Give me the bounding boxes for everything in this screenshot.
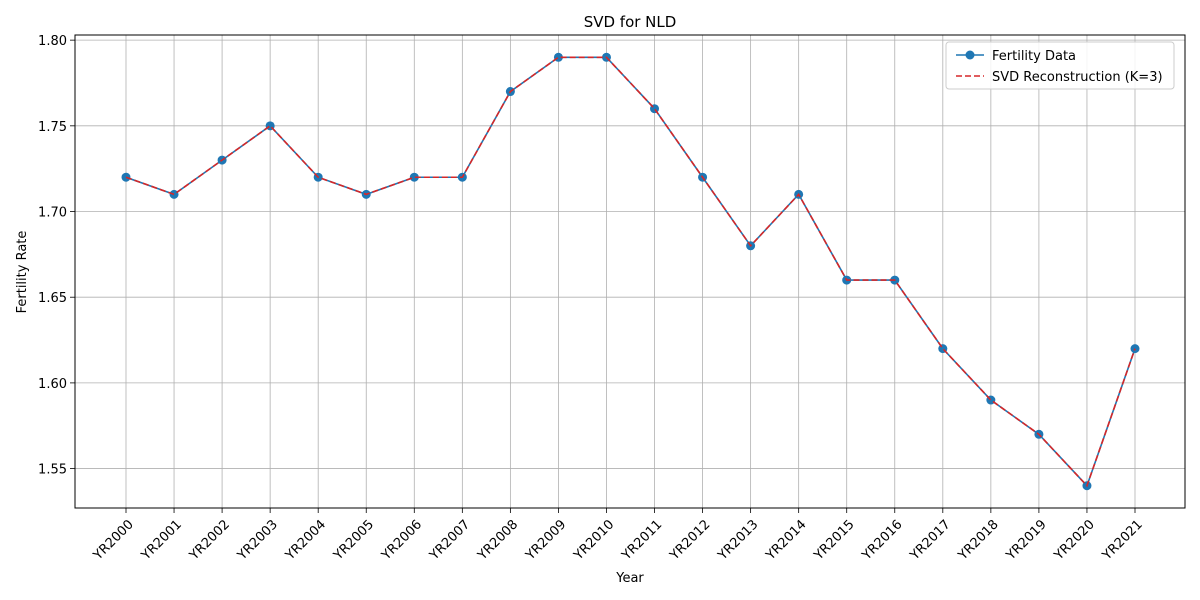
plot-frame <box>74 34 1186 509</box>
x-tick-label: YR2002 <box>186 517 233 564</box>
x-tick-label: YR2003 <box>234 517 281 564</box>
fertility-data-point <box>409 172 419 182</box>
x-tick-label: YR2010 <box>571 517 618 564</box>
x-tick-label: YR2014 <box>763 517 810 564</box>
y-tick-label: 1.55 <box>38 463 67 478</box>
y-tick-label: 1.70 <box>38 206 67 221</box>
x-tick-label: YR2018 <box>955 517 1002 564</box>
x-tick-label: YR2001 <box>138 517 185 564</box>
x-tick-label: YR2007 <box>426 517 473 564</box>
x-axis-label: Year <box>615 571 644 586</box>
series-line-svd <box>125 56 1136 488</box>
legend-box <box>945 41 1175 90</box>
y-tick-label: 1.75 <box>38 120 67 135</box>
x-tick-label: YR2011 <box>619 517 666 564</box>
series-layer <box>121 52 1140 491</box>
chart-title: SVD for NLD <box>584 13 677 31</box>
x-axis: YR2000 YR2001 YR2002 YR2003 YR2004 YR2005 YR20… <box>90 508 1146 564</box>
x-tick-label: YR2016 <box>859 517 906 564</box>
x-tick-label: YR2013 <box>715 517 762 564</box>
y-axis-label: Fertility Rate <box>15 231 30 314</box>
legend-label-fertility: Fertility Data <box>992 49 1076 64</box>
x-tick-label: YR2021 <box>1099 517 1146 564</box>
x-tick-label: YR2015 <box>811 517 858 564</box>
x-tick-label: YR2000 <box>90 517 137 564</box>
x-tick-label: YR2004 <box>282 517 329 564</box>
y-tick-label: 1.80 <box>38 34 67 49</box>
x-tick-label: YR2020 <box>1051 517 1098 564</box>
x-tick-label: YR2017 <box>907 517 954 564</box>
x-tick-label: YR2006 <box>378 517 425 564</box>
x-tick-label: YR2005 <box>330 517 377 564</box>
x-tick-label: YR2012 <box>667 517 714 564</box>
x-tick-label: YR2009 <box>523 517 570 564</box>
x-tick-label: YR2019 <box>1003 517 1050 564</box>
y-axis: 1.55 1.60 1.65 1.70 1.75 1.80 <box>38 34 75 478</box>
series-line-fertility <box>125 56 1136 488</box>
x-tick-label: YR2008 <box>474 517 521 564</box>
legend-label-svd: SVD Reconstruction (K=3) <box>992 70 1163 85</box>
y-tick-label: 1.60 <box>38 377 67 392</box>
legend-marker-fertility <box>965 50 975 60</box>
grid <box>75 35 1185 508</box>
y-tick-label: 1.65 <box>38 291 67 306</box>
legend: Fertility Data SVD Reconstruction (K=3) <box>945 41 1175 90</box>
